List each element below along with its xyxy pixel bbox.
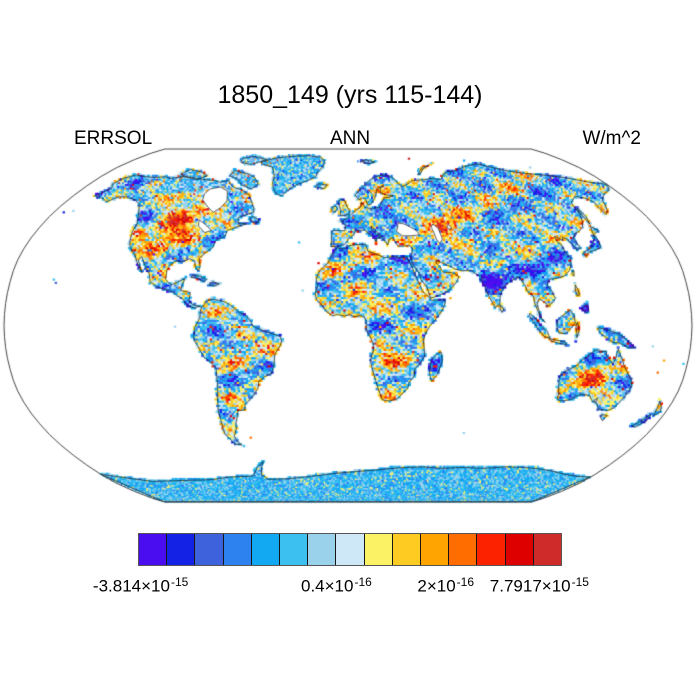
colorbar-segment	[505, 534, 534, 565]
colorbar-segment	[336, 534, 365, 565]
colorbar-tick-label: -3.814×10-15	[92, 575, 189, 596]
colorbar-segment	[449, 534, 478, 565]
colorbar-segment	[477, 534, 506, 565]
colorbar-segment	[421, 534, 450, 565]
colorbar-tick-label: 2×10-16	[417, 575, 475, 596]
colorbar	[138, 533, 562, 566]
colorbar-segment	[139, 534, 168, 565]
colorbar-segment	[308, 534, 337, 565]
colorbar-segment	[392, 534, 422, 565]
colorbar-tick-label: 7.7917×10-15	[489, 575, 589, 596]
colorbar-segment	[533, 534, 562, 565]
plot-title: 1850_149 (yrs 115-144)	[217, 81, 483, 109]
colorbar-segment	[280, 534, 309, 565]
colorbar-segment	[195, 534, 224, 565]
colorbar-segment	[223, 534, 252, 565]
colorbar-tick-label: 0.4×10-16	[300, 575, 372, 596]
colorbar-segment	[251, 534, 281, 565]
colorbar-segment	[364, 534, 393, 565]
colorbar-segment	[167, 534, 196, 565]
world-map-canvas	[0, 140, 700, 520]
